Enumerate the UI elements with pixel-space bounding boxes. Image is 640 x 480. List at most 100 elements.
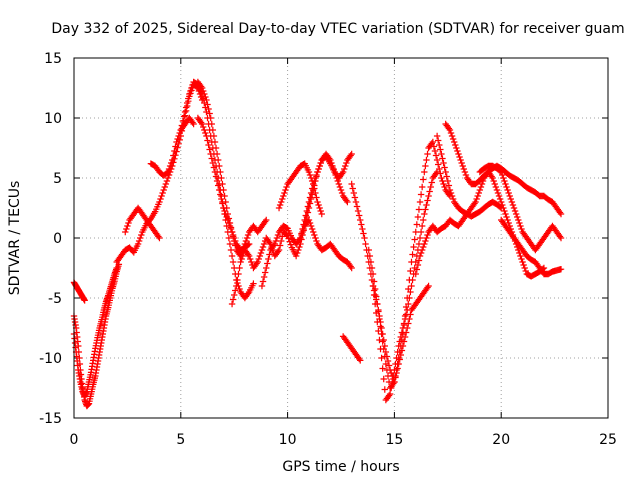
data-point — [517, 252, 524, 260]
data-point — [317, 207, 324, 215]
data-point — [416, 252, 424, 260]
data-point — [338, 189, 346, 197]
data-point — [179, 117, 187, 125]
data-point — [434, 161, 442, 168]
data-point — [220, 204, 227, 212]
plot-frame — [73, 57, 609, 419]
data-point — [502, 180, 509, 188]
series-arc-9 — [194, 114, 253, 254]
data-point — [190, 120, 197, 128]
data-point — [412, 228, 419, 236]
data-point — [516, 249, 523, 257]
series-arc-2 — [70, 264, 120, 400]
data-point — [375, 306, 382, 314]
data-point — [238, 255, 245, 263]
data-point — [244, 241, 252, 249]
data-point — [556, 233, 564, 240]
data-point — [218, 174, 225, 182]
data-point — [389, 372, 396, 380]
data-point — [122, 228, 129, 236]
data-point — [510, 204, 518, 212]
data-point — [418, 246, 426, 254]
data-point — [428, 179, 435, 186]
data-point — [217, 168, 224, 176]
data-point — [452, 141, 459, 149]
data-point — [302, 212, 309, 219]
data-point — [305, 168, 313, 176]
data-point — [211, 138, 219, 146]
data-point — [287, 241, 295, 248]
data-point — [416, 234, 424, 242]
data-point — [492, 183, 500, 191]
data-point — [456, 153, 463, 161]
data-point — [307, 222, 315, 230]
data-point — [221, 192, 228, 200]
data-point — [424, 231, 431, 239]
data-point — [377, 318, 384, 326]
data-point — [505, 219, 512, 227]
data-point — [502, 210, 509, 218]
data-point — [232, 237, 239, 245]
data-point — [229, 258, 237, 266]
data-point — [218, 195, 225, 203]
data-point — [378, 354, 385, 362]
data-point — [507, 195, 515, 203]
data-point — [244, 290, 252, 297]
data-point — [424, 197, 431, 204]
data-point — [458, 159, 465, 167]
data-point — [213, 177, 221, 185]
data-point — [348, 264, 355, 272]
data-point — [306, 171, 314, 179]
data-point — [400, 338, 408, 345]
data-point — [303, 207, 311, 215]
data-point — [205, 141, 212, 149]
data-point — [172, 143, 179, 150]
data-point — [429, 138, 437, 146]
data-point — [257, 249, 265, 257]
data-point — [368, 264, 376, 272]
data-point — [213, 150, 221, 158]
data-point — [423, 234, 430, 242]
data-point — [160, 186, 167, 194]
data-point — [169, 156, 176, 164]
data-point — [159, 189, 166, 197]
data-point — [125, 219, 132, 227]
data-point — [313, 171, 320, 179]
data-point — [259, 278, 267, 285]
data-point — [383, 353, 391, 360]
data-point — [214, 156, 222, 164]
data-point — [407, 267, 414, 275]
y-tick-label: 15 — [44, 51, 62, 67]
data-point — [335, 180, 343, 188]
data-point — [441, 164, 448, 171]
data-point — [197, 83, 205, 90]
data-point — [404, 324, 411, 332]
data-point — [394, 365, 401, 372]
data-point — [511, 207, 519, 215]
data-point — [512, 210, 520, 218]
data-point — [477, 183, 485, 191]
data-point — [277, 198, 285, 206]
data-point — [393, 369, 400, 377]
data-point — [557, 210, 565, 218]
data-point — [457, 156, 464, 164]
data-point — [439, 155, 446, 162]
series-arc-13 — [275, 160, 325, 218]
data-point — [415, 257, 423, 264]
data-point — [440, 180, 447, 188]
data-point — [201, 90, 208, 98]
data-point — [371, 291, 379, 299]
data-point — [462, 171, 470, 179]
data-point — [221, 207, 228, 215]
data-point — [441, 183, 448, 191]
data-point — [235, 270, 242, 278]
data-point — [449, 195, 457, 203]
data-point — [411, 236, 418, 243]
data-point — [378, 324, 385, 332]
data-point — [300, 225, 307, 233]
data-point — [216, 186, 223, 194]
data-point — [437, 146, 444, 153]
data-point — [451, 138, 458, 146]
data-point — [366, 252, 374, 260]
